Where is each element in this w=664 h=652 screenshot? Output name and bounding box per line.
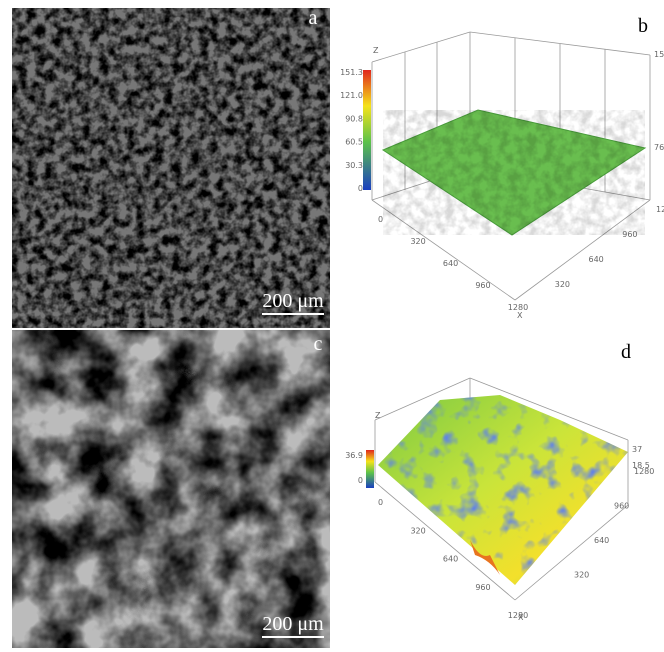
surface-texture (383, 110, 645, 235)
right-tick-label: 1280 (656, 205, 664, 214)
left-tick-label: 320 (410, 526, 425, 535)
z-axis-label: Z (373, 46, 379, 55)
texture (12, 8, 330, 328)
left-tick-label: 960 (475, 281, 490, 290)
colorbar-tick-label: 90.8 (345, 114, 363, 123)
right-tick-label: 960 (622, 230, 637, 239)
right-tick-label: 960 (614, 502, 629, 511)
panel-c: c 200 μm (12, 330, 330, 648)
colorbar-tick-label: 36.9 (345, 451, 363, 460)
panel-d: d Z X 36.903718.503206409601280128096064… (345, 341, 654, 622)
colorbar-tick-label: 151.3 (340, 68, 363, 77)
left-tick-label: 1280 (508, 611, 528, 620)
colorbar (366, 450, 374, 488)
colorbar-tick-label: 0 (358, 184, 363, 193)
panel-label: b (638, 15, 648, 37)
page: {"panels": [ {"label": "a", "scale_bar":… (0, 0, 664, 652)
x-axis-label: X (517, 311, 523, 320)
colorbar-tick-label: 30.3 (345, 161, 363, 170)
left-tick-label: 960 (475, 583, 490, 592)
right-tick-label: 320 (555, 280, 570, 289)
figure: a 200 μm c 200 μm b Z X 151.3 121.0 90.8 60… (0, 0, 664, 652)
colorbar-tick-label: 121.0 (340, 91, 363, 100)
left-tick-label: 640 (443, 259, 458, 268)
scale-bar-label: 200 μm (262, 613, 324, 635)
colorbar (363, 70, 371, 190)
right-tick-label: 640 (589, 255, 604, 264)
left-tick-label: 640 (443, 555, 458, 564)
right-tick-label: 320 (574, 571, 589, 580)
scale-bar-label: 200 μm (262, 290, 324, 312)
panel-a: a 200 μm (12, 7, 330, 328)
panel-b: b Z X 151.3 121.0 90.8 60.5 30.3 0 152 76 0 320 64… (340, 15, 664, 320)
z-tick-label: 152 (654, 50, 664, 59)
right-tick-label: 640 (594, 536, 609, 545)
right-tick-label: 1280 (634, 467, 654, 476)
left-tick-label: 0 (378, 215, 383, 224)
panel-label: a (309, 7, 318, 29)
colorbar-tick-label: 60.5 (345, 138, 363, 147)
z-tick-label: 76 (654, 143, 664, 152)
left-tick-label: 1280 (508, 303, 528, 312)
surface-texture (370, 390, 640, 590)
panel-label: c (314, 333, 323, 355)
z-tick-label: 37 (632, 445, 642, 454)
z-axis-label: Z (375, 411, 381, 420)
texture (12, 330, 330, 648)
colorbar-tick-label: 0 (358, 476, 363, 485)
left-tick-label: 0 (378, 498, 383, 507)
left-tick-label: 320 (410, 237, 425, 246)
panel-label: d (621, 341, 631, 363)
